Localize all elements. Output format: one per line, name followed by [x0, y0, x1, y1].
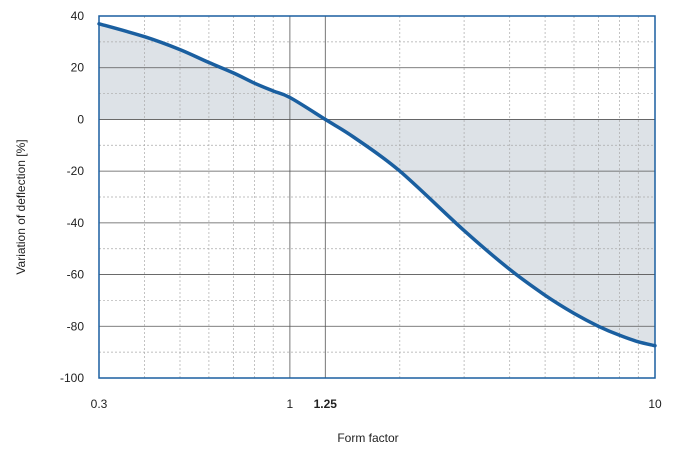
y-tick-label: 40 — [71, 9, 85, 23]
area-fill-layer — [99, 23, 655, 346]
x-tick-label: 1 — [287, 397, 294, 411]
x-tick-labels: 0.3 1 1.25 10 — [91, 397, 662, 411]
y-axis-label: Variation of deflection [%] — [14, 139, 28, 274]
grid-layer — [99, 16, 655, 378]
y-tick-label: -60 — [67, 268, 85, 282]
x-tick-label: 1.25 — [314, 397, 338, 411]
deflection-series-line — [97, 22, 657, 348]
plot-frame — [98, 15, 656, 379]
y-tick-label: -80 — [67, 319, 85, 333]
y-tick-label: -100 — [60, 371, 84, 385]
y-tick-label: 0 — [77, 112, 84, 126]
y-tick-label: -40 — [67, 216, 85, 230]
x-axis-label: Form factor — [337, 431, 398, 445]
x-tick-label: 0.3 — [91, 397, 108, 411]
y-tick-label: -20 — [67, 164, 85, 178]
series-layer — [97, 22, 657, 348]
x-tick-label: 10 — [648, 397, 662, 411]
area-fill — [99, 23, 655, 346]
y-tick-labels: 40 20 0 -20 -40 -60 -80 -100 — [60, 9, 84, 385]
y-tick-label: 20 — [71, 61, 85, 75]
